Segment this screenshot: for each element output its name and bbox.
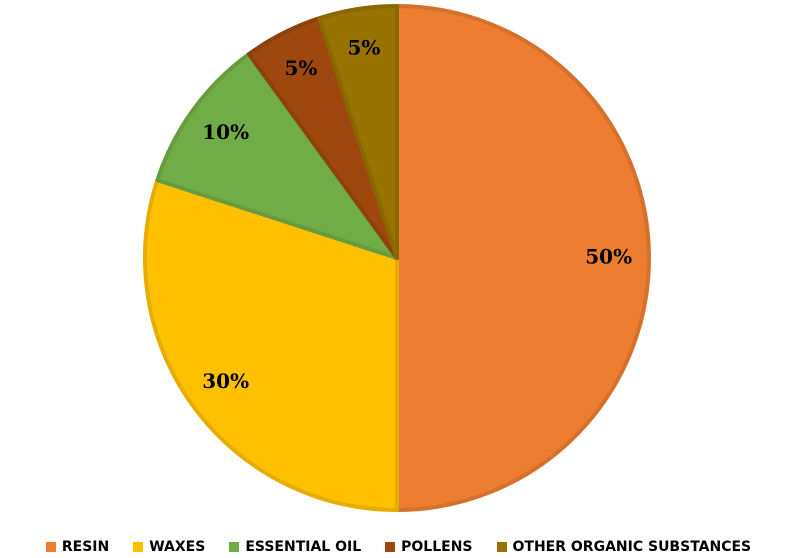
pie-slice-essential-oil	[155, 52, 399, 260]
data-label-waxes: 30%	[202, 369, 249, 393]
data-label-other-organic-substances: 5%	[347, 35, 380, 59]
pie-slice-other-organic-substances	[317, 4, 399, 260]
pie-slice-resin	[395, 4, 651, 512]
legend-label: ESSENTIAL OIL	[245, 539, 362, 555]
legend-item-waxes: WAXES	[133, 539, 205, 555]
legend-item-resin: RESIN	[45, 539, 110, 555]
legend-swatch	[496, 542, 507, 552]
legend-item-pollens: POLLENS	[385, 539, 473, 555]
legend-swatch	[385, 542, 396, 552]
legend-label: POLLENS	[401, 539, 473, 555]
legend-label: WAXES	[149, 539, 206, 555]
pie-slices	[142, 4, 651, 512]
legend-item-other-organic-substances: OTHER ORGANIC SUBSTANCES	[496, 539, 752, 555]
legend-item-essential-oil: ESSENTIAL OIL	[229, 539, 361, 555]
legend-swatch	[229, 542, 240, 552]
chart-legend: RESIN WAXES ESSENTIAL OIL POLLENS OTHER ORGA…	[0, 536, 797, 558]
legend-swatch	[45, 542, 56, 552]
data-label-resin: 50%	[585, 245, 632, 269]
pie-slice-waxes	[142, 178, 399, 512]
legend-swatch	[133, 542, 144, 552]
pie-data-labels: 50% 30% 10% 5% 5%	[202, 35, 632, 393]
legend-label: RESIN	[61, 539, 110, 555]
data-label-essential-oil: 10%	[202, 120, 249, 144]
data-label-pollens: 5%	[284, 56, 317, 80]
legend-label: OTHER ORGANIC SUBSTANCES	[512, 539, 752, 555]
